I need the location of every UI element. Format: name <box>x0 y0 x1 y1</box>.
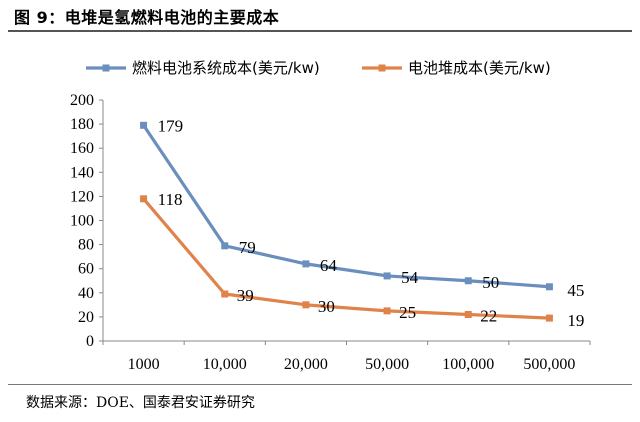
legend: 燃料电池系统成本(美元/kw) 电池堆成本(美元/kw) <box>86 59 551 77</box>
data-label: 39 <box>237 286 254 305</box>
data-point <box>383 307 391 315</box>
line-chart: 燃料电池系统成本(美元/kw) 电池堆成本(美元/kw) 0 20 40 60 80 100… <box>70 59 591 373</box>
title-rule <box>8 30 632 32</box>
data-point <box>302 260 310 268</box>
series-line <box>142 124 550 289</box>
axes: 0 20 40 60 80 100 120 140 160 180 200 1000 10,000 20,… <box>70 92 591 373</box>
y-tick-label: 20 <box>78 309 94 326</box>
x-tick-label: 500,000 <box>523 356 575 373</box>
legend-label: 燃料电池系统成本(美元/kw) <box>132 59 320 77</box>
data-label: 19 <box>567 311 584 330</box>
y-tick-label: 100 <box>70 213 94 230</box>
x-tick-label: 50,000 <box>365 356 409 373</box>
data-label: 118 <box>158 190 183 209</box>
x-tick-label: 10,000 <box>203 356 247 373</box>
x-tick-label: 100,000 <box>442 356 494 373</box>
legend-label: 电池堆成本(美元/kw) <box>408 59 551 77</box>
data-label: 22 <box>480 306 497 325</box>
data-label: 25 <box>399 303 416 322</box>
series: 179 79 64 54 50 45 118 39 30 25 22 19 <box>140 116 584 330</box>
data-label: 79 <box>239 238 256 257</box>
y-tick-label: 200 <box>70 92 94 109</box>
legend-marker <box>102 64 110 72</box>
x-tick-label: 20,000 <box>284 356 328 373</box>
data-point <box>302 301 310 309</box>
series-line <box>142 197 550 320</box>
y-tick-label: 140 <box>70 164 94 181</box>
data-point <box>221 290 229 298</box>
data-point <box>221 242 229 250</box>
y-tick-label: 60 <box>78 261 94 278</box>
source-rule <box>8 384 632 385</box>
data-label: 179 <box>158 116 184 135</box>
data-point <box>140 121 148 129</box>
source-note: 数据来源：DOE、国泰君安证券研究 <box>26 395 255 411</box>
y-tick-label: 180 <box>70 116 94 133</box>
data-label: 50 <box>482 273 499 292</box>
y-tick-label: 40 <box>78 285 94 302</box>
data-label: 45 <box>567 281 584 300</box>
y-tick-label: 80 <box>78 237 94 254</box>
figure-title: 图 9：电堆是氢燃料电池的主要成本 <box>14 8 280 27</box>
legend-marker <box>378 64 386 72</box>
y-tick-label: 160 <box>70 140 94 157</box>
y-tick-label: 0 <box>86 333 94 350</box>
data-label: 30 <box>318 297 335 316</box>
data-label: 54 <box>401 268 419 287</box>
data-point <box>545 314 553 322</box>
data-label: 64 <box>320 256 338 275</box>
data-point <box>464 277 472 285</box>
data-point <box>545 283 553 291</box>
x-tick-label: 1000 <box>128 356 160 373</box>
y-tick-label: 120 <box>70 188 94 205</box>
data-point <box>464 310 472 318</box>
data-point <box>383 272 391 280</box>
data-point <box>140 195 148 203</box>
